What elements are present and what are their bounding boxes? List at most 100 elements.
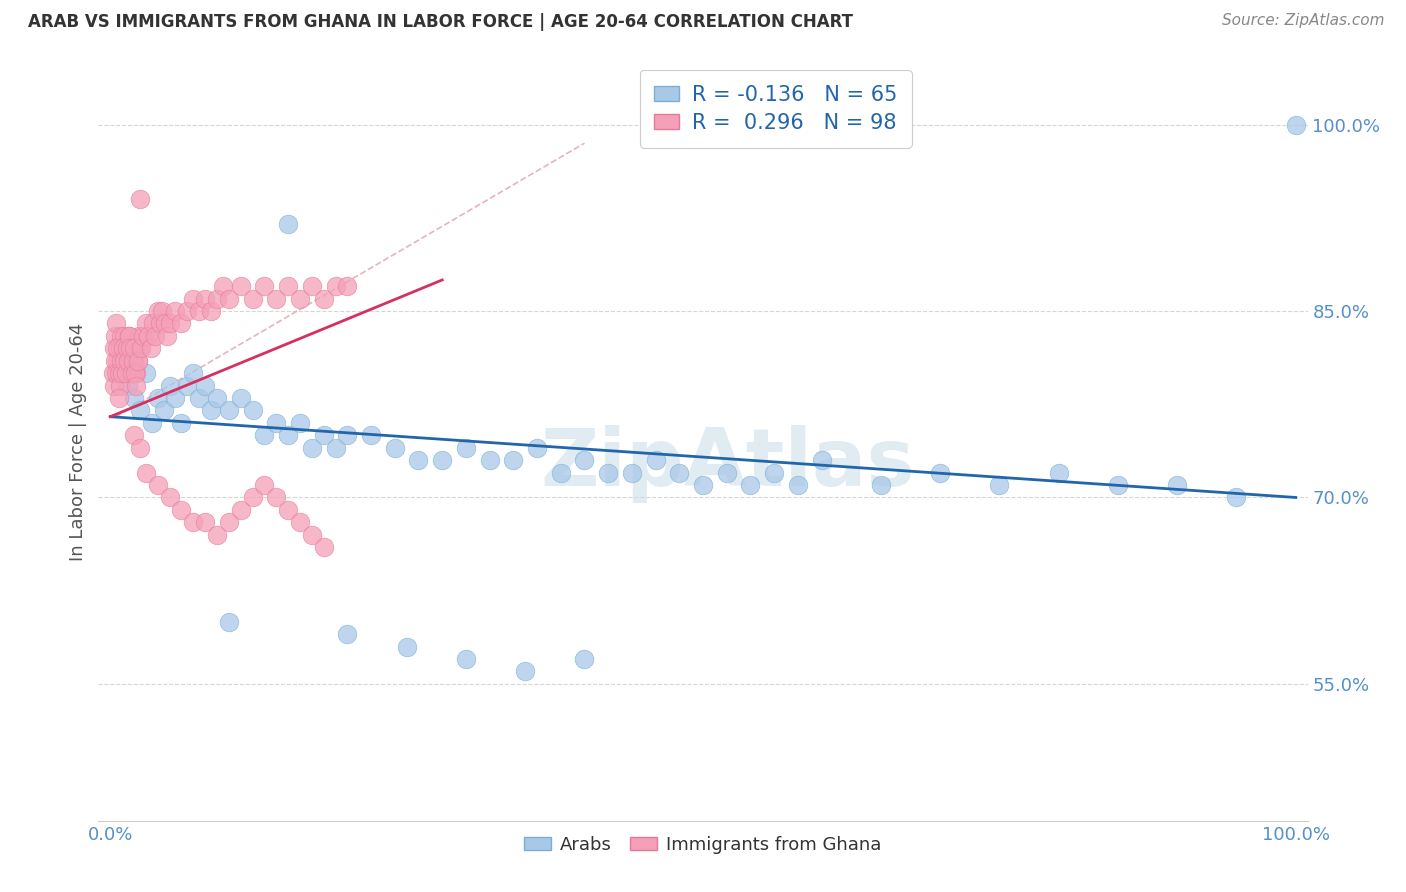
- Point: [139, 341, 162, 355]
- Point: [277, 428, 299, 442]
- Point: [218, 403, 240, 417]
- Point: [205, 528, 228, 542]
- Point: [111, 366, 134, 380]
- Point: [129, 403, 152, 417]
- Point: [786, 478, 808, 492]
- Point: [121, 341, 143, 355]
- Point: [176, 378, 198, 392]
- Point: [218, 516, 240, 530]
- Point: [108, 378, 131, 392]
- Point: [152, 403, 174, 417]
- Point: [1166, 478, 1188, 492]
- Point: [108, 341, 131, 355]
- Point: [1225, 491, 1247, 505]
- Point: [170, 317, 193, 331]
- Point: [478, 453, 501, 467]
- Point: [132, 329, 155, 343]
- Point: [574, 652, 596, 666]
- Point: [740, 478, 762, 492]
- Point: [988, 478, 1011, 492]
- Point: [136, 329, 159, 343]
- Point: [122, 353, 145, 368]
- Point: [384, 441, 406, 455]
- Point: [598, 466, 620, 480]
- Point: [200, 304, 222, 318]
- Point: [143, 329, 166, 343]
- Point: [118, 329, 141, 343]
- Point: [301, 441, 323, 455]
- Point: [526, 441, 548, 455]
- Point: [135, 317, 157, 331]
- Point: [432, 453, 454, 467]
- Point: [103, 378, 125, 392]
- Point: [107, 366, 129, 380]
- Point: [117, 378, 139, 392]
- Text: ZipAtlas: ZipAtlas: [540, 425, 914, 503]
- Point: [152, 304, 174, 318]
- Point: [125, 366, 148, 380]
- Point: [869, 478, 891, 492]
- Point: [1285, 118, 1308, 132]
- Point: [135, 466, 157, 480]
- Point: [105, 353, 128, 368]
- Point: [114, 366, 136, 380]
- Point: [110, 329, 132, 343]
- Point: [165, 304, 187, 318]
- Point: [170, 503, 193, 517]
- Point: [128, 329, 150, 343]
- Point: [129, 341, 152, 355]
- Point: [127, 353, 149, 368]
- Point: [120, 366, 142, 380]
- Point: [125, 378, 148, 392]
- Point: [288, 516, 311, 530]
- Point: [122, 341, 145, 355]
- Point: [111, 366, 134, 380]
- Point: [502, 453, 524, 467]
- Point: [135, 366, 157, 380]
- Point: [146, 478, 169, 492]
- Point: [181, 366, 204, 380]
- Point: [105, 341, 128, 355]
- Point: [146, 304, 169, 318]
- Point: [129, 341, 152, 355]
- Point: [336, 279, 359, 293]
- Point: [121, 353, 143, 368]
- Point: [122, 428, 145, 442]
- Point: [153, 317, 176, 331]
- Point: [253, 478, 276, 492]
- Point: [229, 503, 252, 517]
- Point: [181, 292, 204, 306]
- Point: [312, 540, 335, 554]
- Point: [253, 428, 276, 442]
- Point: [1107, 478, 1129, 492]
- Point: [301, 528, 323, 542]
- Point: [156, 329, 179, 343]
- Point: [170, 416, 193, 430]
- Point: [104, 329, 127, 343]
- Point: [165, 391, 187, 405]
- Point: [620, 466, 643, 480]
- Point: [454, 652, 477, 666]
- Point: [229, 279, 252, 293]
- Point: [124, 366, 146, 380]
- Point: [159, 491, 181, 505]
- Text: ARAB VS IMMIGRANTS FROM GHANA IN LABOR FORCE | AGE 20-64 CORRELATION CHART: ARAB VS IMMIGRANTS FROM GHANA IN LABOR F…: [28, 13, 853, 31]
- Point: [716, 466, 738, 480]
- Point: [336, 627, 359, 641]
- Point: [142, 317, 165, 331]
- Point: [360, 428, 382, 442]
- Point: [253, 279, 276, 293]
- Point: [188, 304, 211, 318]
- Point: [121, 366, 143, 380]
- Point: [312, 292, 335, 306]
- Point: [105, 366, 128, 380]
- Point: [668, 466, 690, 480]
- Point: [264, 292, 287, 306]
- Point: [115, 341, 138, 355]
- Point: [264, 491, 287, 505]
- Point: [101, 366, 124, 380]
- Point: [120, 341, 142, 355]
- Point: [277, 217, 299, 231]
- Point: [112, 353, 135, 368]
- Point: [644, 453, 666, 467]
